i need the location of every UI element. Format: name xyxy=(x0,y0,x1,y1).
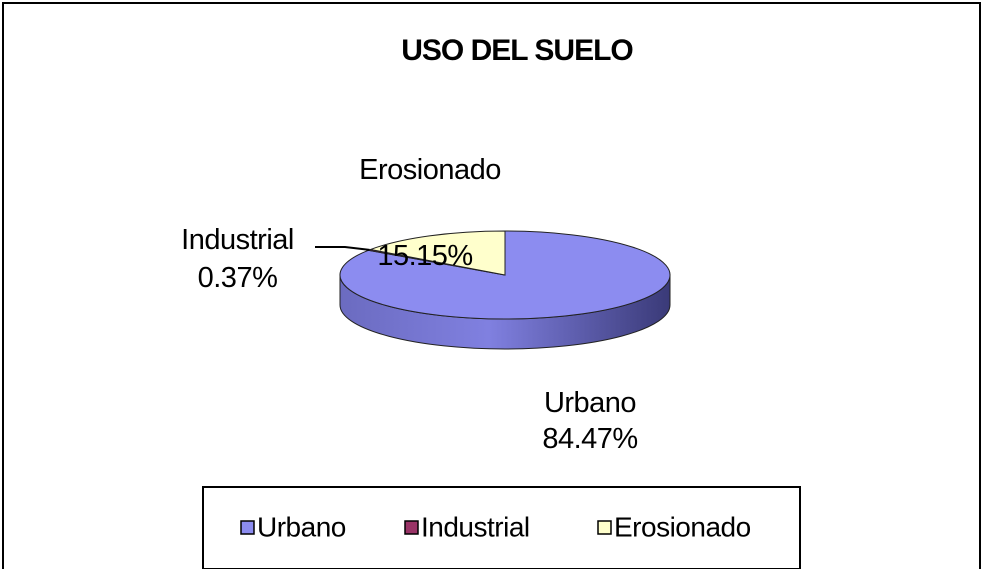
pie-slice xyxy=(368,230,506,276)
data-label-value: 15.15% xyxy=(377,240,473,272)
legend-label: Industrial xyxy=(421,511,530,542)
legend-label: Urbano xyxy=(257,511,346,542)
pie-slice xyxy=(339,230,671,320)
legend-box xyxy=(202,486,801,569)
leader-line xyxy=(315,246,370,251)
legend-swatch xyxy=(597,520,612,535)
data-label-name: Industrial xyxy=(181,224,294,256)
data-label-value: 0.37% xyxy=(197,262,278,294)
chart-title: USO DEL SUELO xyxy=(401,34,633,67)
data-label-name: Urbano xyxy=(543,387,637,419)
data-label-value: 84.47% xyxy=(542,423,638,455)
legend-swatch xyxy=(404,520,419,535)
legend-label: Erosionado xyxy=(614,511,751,542)
data-label-name: Erosionado xyxy=(359,154,501,186)
legend-swatch xyxy=(240,520,255,535)
